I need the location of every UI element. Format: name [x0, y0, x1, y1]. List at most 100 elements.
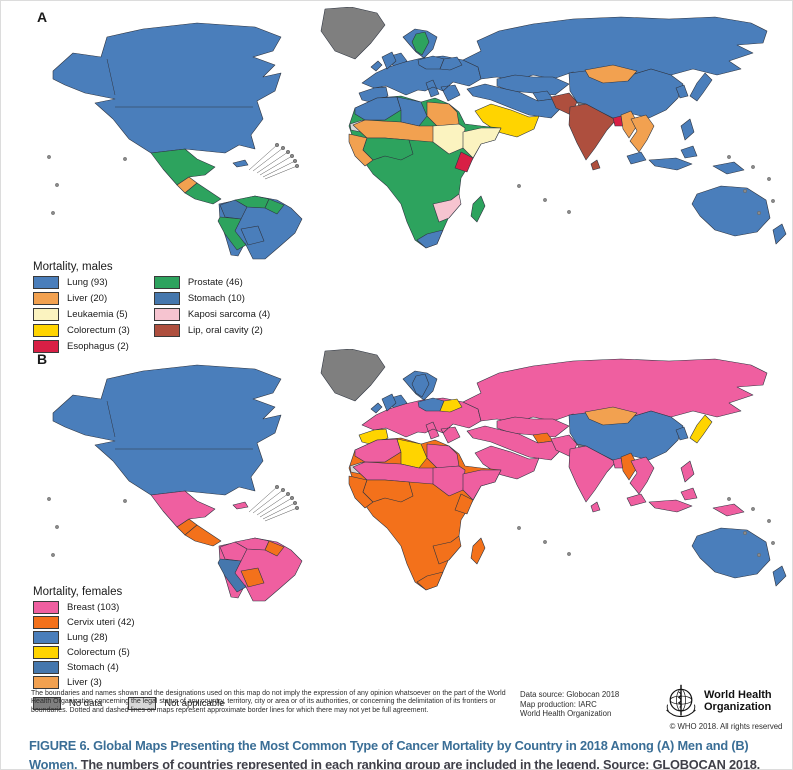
legend-males: Mortality, males Lung (93) Liver (20) Leuk…	[33, 261, 270, 353]
region-madagascar	[470, 537, 486, 565]
region-horn	[462, 127, 502, 159]
legend-swatch-liver	[33, 292, 59, 305]
legend-item: Breast (103)	[33, 601, 135, 614]
legend-label: Lung (93)	[67, 277, 108, 288]
region-maghreb	[354, 96, 402, 121]
region-india	[568, 445, 617, 503]
map-production-line: Map production: IARC	[520, 699, 597, 709]
legend-item: Colorectum (5)	[33, 646, 135, 659]
legend-males-title: Mortality, males	[33, 261, 113, 273]
region-india	[568, 103, 617, 161]
legend-swatch-cervix	[33, 616, 59, 629]
legend-item: Cervix uteri (42)	[33, 616, 135, 629]
legend-label: Kaposi sarcoma (4)	[187, 309, 271, 320]
figure-caption: FIGURE 6. Global Maps Presenting the Mos…	[29, 737, 777, 770]
region-madagascar	[470, 195, 486, 223]
region-ghana_nigeria	[362, 479, 414, 503]
region-korea	[675, 84, 689, 99]
region-philippines	[680, 460, 695, 483]
legend-swatch-lip_oral	[153, 324, 180, 337]
region-uk_ireland	[370, 51, 397, 72]
legend-swatch-prostate	[153, 276, 180, 289]
legend-swatch-stomach	[153, 292, 180, 305]
legend-item: Colorectum (3)	[33, 324, 130, 337]
figure-caption-title: FIGURE 6. Global Maps Presenting the Mos…	[29, 738, 749, 770]
region-colombia	[219, 199, 248, 220]
region-zambia_mozambique	[432, 193, 462, 223]
region-kenya	[454, 493, 474, 515]
region-philippines	[680, 118, 695, 141]
world-map-males	[47, 7, 787, 260]
region-belarus	[439, 398, 463, 413]
region-mongolia	[584, 64, 638, 84]
legend-label: No data	[69, 698, 103, 709]
data-source-line: Data source: Globocan 2018	[520, 690, 620, 699]
region-north_america	[52, 364, 282, 496]
legend-item: Liver (20)	[33, 292, 130, 305]
legend-label: Lip, oral cavity (2)	[187, 325, 263, 336]
data-source-block: Data source: Globocan 2018 Map productio…	[520, 690, 619, 719]
region-mexico	[150, 148, 216, 186]
legend-females-col1: Breast (103) Cervix uteri (42) Lung (28) Co…	[33, 601, 135, 689]
legend-label: Leukaemia (5)	[67, 309, 128, 320]
legend-label: Liver (20)	[67, 293, 108, 304]
region-north_america	[52, 22, 282, 154]
region-australia	[691, 527, 771, 579]
region-maghreb	[354, 438, 402, 463]
region-korea	[675, 426, 689, 441]
region-new_zealand	[772, 565, 787, 587]
region-bolivia	[240, 225, 265, 246]
island-dots	[47, 155, 775, 215]
region-sweden	[411, 31, 430, 56]
region-ghana_nigeria	[362, 137, 414, 161]
legend-item: Stomach (10)	[153, 292, 270, 305]
region-mongolia	[584, 406, 638, 426]
legend-item: Leukaemia (5)	[33, 308, 130, 321]
internal-borders	[106, 58, 253, 108]
region-cuba	[232, 501, 249, 510]
region-new_zealand	[772, 223, 787, 245]
legend-swatch-lung	[33, 631, 59, 644]
legend-females: Mortality, females Breast (103) Cervix ut…	[33, 586, 225, 710]
legend-swatch-no_data	[33, 697, 61, 710]
region-zambia_mozambique	[432, 535, 462, 565]
legend-item: Kaposi sarcoma (4)	[153, 308, 271, 321]
region-guyanas	[264, 540, 285, 557]
legend-item: Lung (28)	[33, 631, 135, 644]
region-horn	[462, 469, 502, 501]
legend-males-col1: Lung (93) Liver (20) Leukaemia (5) Colorect…	[33, 276, 130, 353]
region-myanmar	[620, 452, 639, 481]
legend-swatch-breast	[33, 601, 59, 614]
region-russia	[462, 16, 768, 82]
internal-borders	[106, 400, 253, 450]
legend-item: Prostate (46)	[153, 276, 270, 289]
legend-swatch-kaposi	[153, 308, 180, 321]
world-map-females	[47, 349, 787, 602]
legend-item: Lung (93)	[33, 276, 130, 289]
region-australia	[691, 185, 771, 237]
legend-females-title: Mortality, females	[33, 586, 123, 598]
region-uk_ireland	[370, 393, 397, 414]
legend-label: Cervix uteri (42)	[67, 617, 135, 628]
legend-swatch-colorectum	[33, 646, 59, 659]
legend-label: Not applicable	[164, 698, 225, 709]
caribbean-leader-lines	[248, 484, 300, 522]
who-logo-text-line1: World Health	[704, 689, 772, 701]
legend-swatch-leukaemia	[33, 308, 59, 321]
region-colombia	[219, 541, 248, 562]
legend-swatch-lung	[33, 276, 59, 289]
region-south_africa	[416, 571, 444, 591]
legend-swatch-stomach	[33, 661, 59, 674]
legend-label: Colorectum (5)	[67, 647, 130, 658]
legend-item: Stomach (4)	[33, 661, 135, 674]
region-bolivia	[240, 567, 265, 588]
region-japan	[689, 414, 713, 444]
island-dots	[47, 497, 775, 557]
legend-label: Liver (3)	[67, 677, 102, 688]
region-central_america	[184, 524, 222, 547]
legend-swatch-not_applicable	[128, 697, 157, 710]
region-indochina	[629, 456, 655, 495]
who-logo-text-line2: Organization	[704, 701, 772, 713]
region-myanmar	[620, 110, 639, 139]
region-guyanas	[264, 198, 285, 215]
